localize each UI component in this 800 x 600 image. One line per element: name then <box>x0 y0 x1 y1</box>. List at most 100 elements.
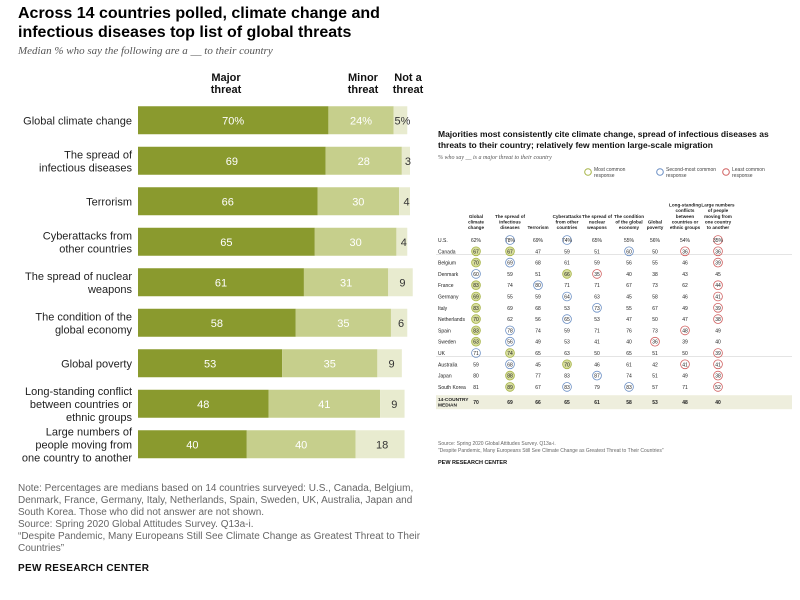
note-text: Note: Percentages are medians based on 1… <box>18 483 414 518</box>
highlight-circle <box>505 382 515 392</box>
bar-value-label: 48 <box>197 399 209 411</box>
column-header-not: Not a threat <box>386 72 430 96</box>
table-cell-value: 60 <box>473 272 479 278</box>
highlight-circle <box>471 336 481 347</box>
highlight-circle <box>562 291 572 302</box>
table-cell-value: 59 <box>594 261 600 267</box>
table-cell-value: 77 <box>535 374 541 380</box>
column-header-major-line2: threat <box>210 84 242 96</box>
table-cell-value: 70 <box>473 317 479 323</box>
highlight-circle <box>624 382 634 392</box>
bar-value-label: 18 <box>376 439 388 451</box>
table-cell-value: 69 <box>507 306 513 312</box>
highlight-circle <box>713 348 723 358</box>
table-cell-value: 47 <box>535 249 541 255</box>
highlight-circle <box>592 370 602 381</box>
table-cell-value: 36 <box>652 340 658 346</box>
highlight-circle <box>713 359 723 370</box>
bar-segment <box>282 349 378 378</box>
bar-segment <box>314 227 397 256</box>
report-title-text: “Despite Pandemic, Many Europeans Still … <box>18 531 421 554</box>
bar-value-label: 40 <box>186 439 198 451</box>
table-cell-value: 63 <box>564 351 570 357</box>
table-cell-value: 52 <box>715 385 721 391</box>
table-column-header: The spread of infectious diseases <box>495 214 526 230</box>
table-notes: Source: Spring 2020 Global Attitudes Sur… <box>438 441 798 454</box>
category-label: The spread of nuclear weapons <box>25 271 133 296</box>
bar-value-label: 31 <box>340 277 352 289</box>
table-cell-value: 50 <box>682 351 688 357</box>
table-cell-value: 38 <box>652 272 658 278</box>
table-row-country: Belgium <box>438 261 456 267</box>
table-column-header: Long-standing conflicts between countries o… <box>669 203 701 230</box>
highlight-circle <box>562 314 572 324</box>
bar-segment <box>325 146 402 175</box>
table-cell-value: 61 <box>626 362 632 368</box>
bar-segment <box>138 430 247 459</box>
bar-segment <box>246 430 356 459</box>
bar-value-label: 35 <box>337 318 349 330</box>
table-cell-value: 65 <box>626 351 632 357</box>
table-row-country: Netherlands <box>438 317 465 323</box>
highlight-circle <box>562 235 572 245</box>
table-cell-value: 70 <box>564 362 570 368</box>
table-cell-value: 50 <box>652 249 658 255</box>
table-brand-label: PEW RESEARCH CENTER <box>438 460 508 466</box>
highlight-circle <box>713 303 723 313</box>
table-cell-value: 83 <box>626 385 632 391</box>
highlight-circle <box>471 291 481 302</box>
highlight-circle <box>505 348 515 358</box>
table-cell-value: 49 <box>535 340 541 346</box>
table-cell-value: 62% <box>471 238 482 244</box>
column-header-major: Major threat <box>196 72 256 96</box>
table-row-country: U.S. <box>438 238 448 244</box>
highlight-circle <box>505 336 515 347</box>
table-cell-value: 83 <box>473 328 479 334</box>
median-cell-value: 69 <box>507 400 513 406</box>
table-cell-value: 50 <box>594 351 600 357</box>
table-cell-value: 42 <box>652 362 658 368</box>
table-column-header: Cyberattacks from other countries <box>553 214 582 230</box>
bar-value-label: 61 <box>215 277 227 289</box>
table-cell-value: 78% <box>505 238 516 244</box>
bar-segment <box>138 308 296 337</box>
table-cell-value: 46 <box>682 261 688 267</box>
table-cell-value: 83 <box>564 374 570 380</box>
highlight-circle <box>713 370 723 381</box>
table-cell-value: 53 <box>564 306 570 312</box>
bar-value-label: 30 <box>352 196 364 208</box>
bar-value-label: 24% <box>350 115 372 127</box>
highlight-circle <box>471 314 481 324</box>
table-cell-value: 81 <box>473 385 479 391</box>
bar-value-label: 5% <box>395 115 411 127</box>
table-cell-value: 68 <box>535 306 541 312</box>
table-cell-value: 65 <box>564 317 570 323</box>
table-cell-value: 50 <box>652 317 658 323</box>
highlight-circle <box>471 269 481 279</box>
table-cell-value: 56% <box>650 238 661 244</box>
highlight-circle <box>505 257 515 268</box>
table-cell-value: 45 <box>535 362 541 368</box>
bar-segment <box>401 146 410 175</box>
highlight-circle <box>592 303 602 313</box>
bar-value-label: 28 <box>358 156 370 168</box>
country-table-panel: Majorities most consistently cite climat… <box>430 125 800 470</box>
bar-segment <box>380 389 405 418</box>
table-cell-value: 38 <box>715 317 721 323</box>
chart-subtitle: Median % who say the following are a __ … <box>18 45 273 57</box>
bar-value-label: 70% <box>222 115 244 127</box>
table-cell-value: 51 <box>594 249 600 255</box>
table-cell-value: 56 <box>507 340 513 346</box>
table-cell-value: 71 <box>594 283 600 289</box>
bar-value-label: 41 <box>318 399 330 411</box>
table-cell-value: 59 <box>564 249 570 255</box>
table-cell-value: 40 <box>626 340 632 346</box>
highlight-circle <box>471 257 481 268</box>
table-cell-value: 54% <box>680 238 691 244</box>
bar-segment <box>138 268 304 297</box>
table-cell-value: 73 <box>652 328 658 334</box>
highlight-circle <box>505 235 515 245</box>
highlight-circle <box>505 370 515 381</box>
table-cell-value: 47 <box>682 317 688 323</box>
table-cell-value: 59 <box>564 328 570 334</box>
